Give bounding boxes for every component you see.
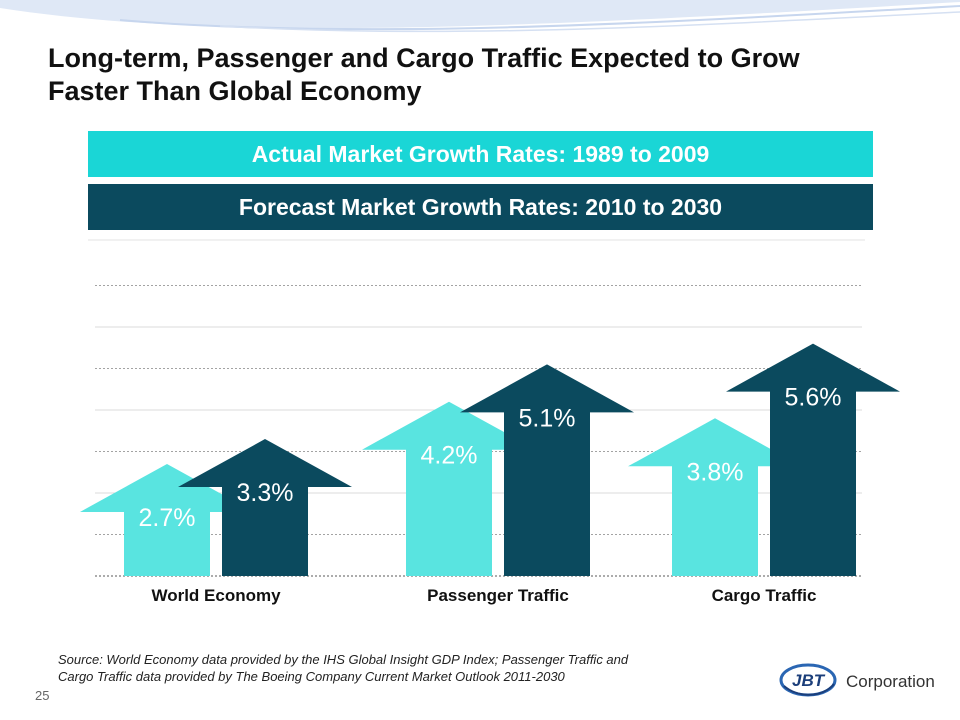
source-note: Source: World Economy data provided by t… (58, 651, 788, 685)
bar-forecast (726, 343, 900, 576)
data-label-actual: 2.7% (139, 504, 196, 532)
category-label: World Economy (151, 586, 281, 605)
logo-text: Corporation (846, 672, 935, 691)
category-label: Cargo Traffic (712, 586, 817, 605)
slide-title-line-1: Long-term, Passenger and Cargo Traffic E… (48, 43, 800, 73)
category-label: Passenger Traffic (427, 586, 569, 605)
legend-actual: Actual Market Growth Rates: 1989 to 2009 (88, 131, 873, 177)
data-label-actual: 3.8% (687, 458, 744, 486)
data-label-actual: 4.2% (421, 442, 478, 470)
jbt-logo: JBT Corporation (779, 663, 935, 697)
page-number: 25 (35, 688, 50, 703)
source-line-2: Cargo Traffic data provided by The Boein… (58, 669, 565, 685)
legend-forecast: Forecast Market Growth Rates: 2010 to 20… (88, 184, 873, 230)
bar-actual (80, 463, 254, 576)
bar-forecast (460, 364, 634, 576)
data-label-forecast: 3.3% (237, 479, 294, 507)
source-line-1: Source: World Economy data provided by t… (58, 652, 629, 667)
bar-actual (628, 418, 802, 576)
logo-mark: JBT (792, 671, 826, 690)
data-label-forecast: 5.1% (519, 404, 576, 432)
bar-forecast (178, 439, 352, 576)
slide-title: Long-term, Passenger and Cargo Traffic E… (48, 42, 948, 108)
header-swoosh-decoration (0, 0, 960, 33)
data-label-forecast: 5.6% (785, 384, 842, 412)
slide-title-line-2: Faster Than Global Economy (48, 75, 422, 106)
bar-actual (362, 401, 536, 576)
